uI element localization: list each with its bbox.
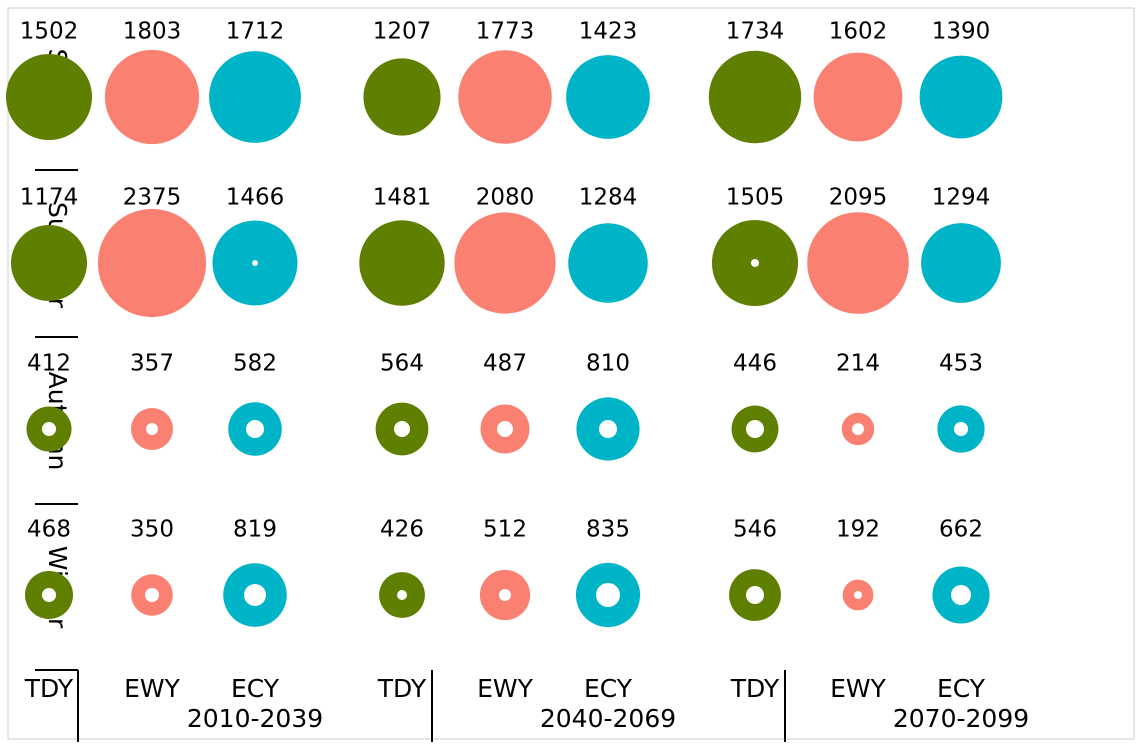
bubble (10, 224, 88, 302)
value-label: 468 (27, 517, 71, 543)
value-label: 1502 (20, 19, 79, 45)
value-label: 214 (836, 351, 880, 377)
bubble (209, 51, 301, 143)
value-label: 1466 (226, 185, 285, 211)
bubble (568, 223, 648, 303)
value-label: 1803 (123, 19, 182, 45)
value-label: 546 (733, 517, 777, 543)
value-label: 1602 (829, 19, 888, 45)
bubble-hole (499, 589, 511, 601)
bubble (919, 55, 1003, 139)
value-label: 582 (233, 351, 277, 377)
value-label: 2080 (476, 185, 535, 211)
bubble (359, 220, 445, 306)
group-label: 2010-2039 (187, 704, 323, 733)
bubble (813, 52, 903, 142)
value-label: 350 (130, 517, 174, 543)
value-label: 835 (586, 517, 630, 543)
bubble-hole (146, 423, 158, 435)
value-label: 564 (380, 351, 424, 377)
bubble-hole (41, 421, 57, 437)
frame (7, 7, 1135, 740)
bubble-hole (852, 423, 864, 435)
bubble (363, 58, 441, 136)
value-label: 192 (836, 517, 880, 543)
bubble (5, 53, 93, 141)
value-label: 1174 (20, 185, 79, 211)
bubble-hole (595, 582, 621, 608)
series-label: ECY (231, 674, 280, 703)
bubble-hole (750, 258, 760, 268)
bubble-hole (393, 420, 411, 438)
bubble-hole (41, 587, 57, 603)
series-label: EWY (477, 674, 534, 703)
series-label: EWY (124, 674, 181, 703)
series-label: EWY (830, 674, 887, 703)
bubble-hole (745, 419, 765, 439)
value-label: 819 (233, 517, 277, 543)
bubble-hole (853, 590, 863, 600)
bubble (708, 50, 802, 144)
bubble-hole (245, 419, 265, 439)
value-label: 2095 (829, 185, 888, 211)
bubble (454, 212, 556, 314)
value-label: 1423 (579, 19, 638, 45)
bubble (807, 212, 909, 314)
bubble (458, 50, 552, 144)
series-label: ECY (584, 674, 633, 703)
bubble-hole (598, 419, 618, 439)
value-label: 1712 (226, 19, 285, 45)
value-label: 1734 (726, 19, 785, 45)
bubble-hole (951, 585, 971, 605)
value-label: 1294 (932, 185, 991, 211)
value-label: 426 (380, 517, 424, 543)
series-label: TDY (24, 674, 74, 703)
value-label: 1773 (476, 19, 535, 45)
value-label: 446 (733, 351, 777, 377)
value-label: 453 (939, 351, 983, 377)
bubble-hole (397, 590, 407, 600)
series-label: ECY (937, 674, 986, 703)
series-label: TDY (730, 674, 780, 703)
separators (35, 169, 786, 742)
bubble-hole (244, 584, 266, 606)
bubble-hole (252, 260, 258, 266)
bubble (921, 223, 1001, 303)
value-label: 487 (483, 351, 527, 377)
value-label: 1505 (726, 185, 785, 211)
series-label: TDY (377, 674, 427, 703)
bubble-hole (496, 420, 514, 438)
value-label: 1284 (579, 185, 638, 211)
bubble-hole (144, 587, 160, 603)
value-label: 1481 (373, 185, 432, 211)
value-label: 1390 (932, 19, 991, 45)
group-label: 2040-2069 (540, 704, 676, 733)
bubble-hole (953, 421, 969, 437)
value-label: 512 (483, 517, 527, 543)
value-label: 2375 (123, 185, 182, 211)
bubble (566, 55, 650, 139)
group-label: 2070-2099 (893, 704, 1029, 733)
bubble (97, 208, 207, 318)
value-label: 357 (130, 351, 174, 377)
value-label: 662 (939, 517, 983, 543)
value-label: 1207 (373, 19, 432, 45)
value-label: 412 (27, 351, 71, 377)
bubble (104, 49, 200, 145)
value-label: 810 (586, 351, 630, 377)
bubble-hole (745, 585, 765, 605)
